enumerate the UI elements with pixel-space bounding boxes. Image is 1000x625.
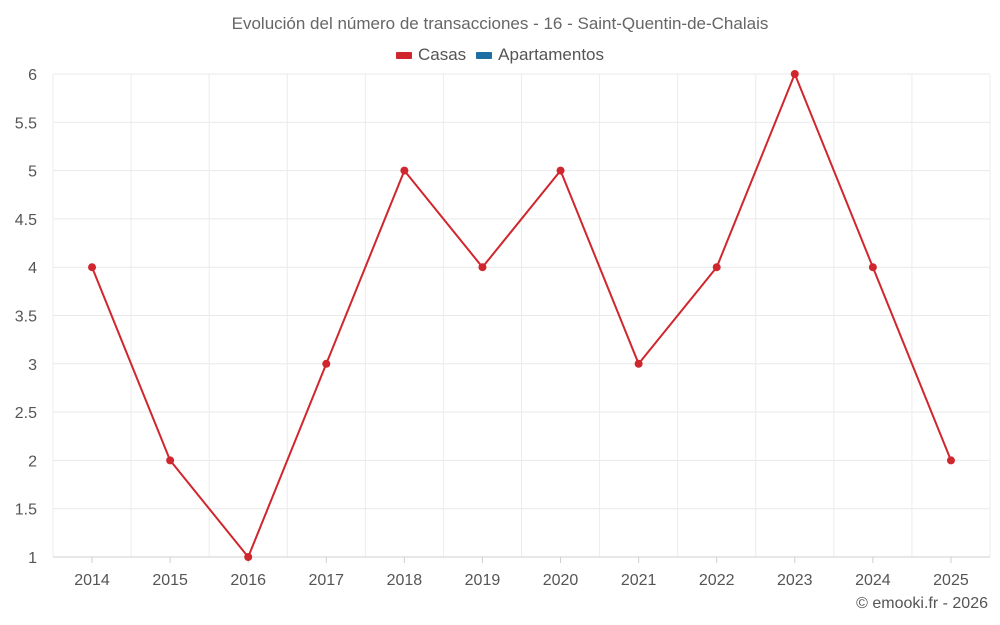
- x-tick-label-2023: 2023: [777, 572, 813, 589]
- legend-label-apartamentos: Apartamentos: [498, 45, 605, 64]
- data-point-casas-2015: [166, 456, 175, 465]
- legend-swatch-apartamentos: [476, 51, 493, 59]
- x-tick-label-2014: 2014: [74, 572, 110, 589]
- y-tick-label-9: 5.5: [15, 115, 37, 132]
- x-tick-label-2017: 2017: [308, 572, 344, 589]
- legend-swatch-casas: [395, 51, 412, 59]
- y-tick-label-6: 4: [28, 260, 37, 277]
- legend-item-casas[interactable]: Casas: [395, 45, 467, 65]
- series-line-casas: [91, 73, 952, 558]
- x-tick-label-2016: 2016: [230, 572, 266, 589]
- chart-title: Evolución del número de transacciones - …: [231, 14, 769, 33]
- legend-item-apartamentos[interactable]: Apartamentos: [476, 45, 604, 65]
- y-tick-label-8: 5: [28, 164, 37, 181]
- y-tick-label-1: 1.5: [15, 502, 37, 519]
- y-tick-label-10: 6: [28, 67, 37, 84]
- data-point-casas-2019: [478, 263, 487, 272]
- x-tick-label-2020: 2020: [543, 572, 579, 589]
- data-point-casas-2024: [868, 263, 877, 272]
- x-tick-label-2025: 2025: [933, 572, 969, 589]
- y-tick-label-7: 4.5: [15, 212, 37, 229]
- y-tick-label-0: 1: [28, 550, 37, 567]
- data-point-casas-2016: [244, 553, 253, 561]
- y-tick-label-2: 2: [28, 453, 37, 470]
- data-point-casas-2018: [400, 166, 409, 175]
- legend-label-casas: Casas: [417, 45, 467, 64]
- data-point-casas-2023: [790, 70, 799, 78]
- x-tick-label-2019: 2019: [465, 572, 501, 589]
- y-tick-label-5: 3.5: [15, 309, 37, 326]
- x-tick-label-2015: 2015: [152, 572, 188, 589]
- data-point-casas-2020: [556, 166, 565, 175]
- x-tick-label-2024: 2024: [855, 572, 891, 589]
- copyright-text: © emooki.fr - 2026: [856, 595, 988, 612]
- x-tick-label-2021: 2021: [621, 572, 657, 589]
- data-point-casas-2025: [946, 456, 955, 465]
- chart-legend: Casas Apartamentos: [0, 45, 1000, 65]
- x-tick-label-2018: 2018: [387, 572, 423, 589]
- y-tick-label-4: 3: [28, 357, 37, 374]
- data-point-casas-2017: [322, 359, 331, 368]
- data-point-casas-2022: [712, 263, 721, 272]
- x-tick-label-2022: 2022: [699, 572, 735, 589]
- y-tick-label-3: 2.5: [15, 405, 37, 422]
- data-point-casas-2014: [88, 263, 97, 272]
- data-point-casas-2021: [634, 359, 643, 368]
